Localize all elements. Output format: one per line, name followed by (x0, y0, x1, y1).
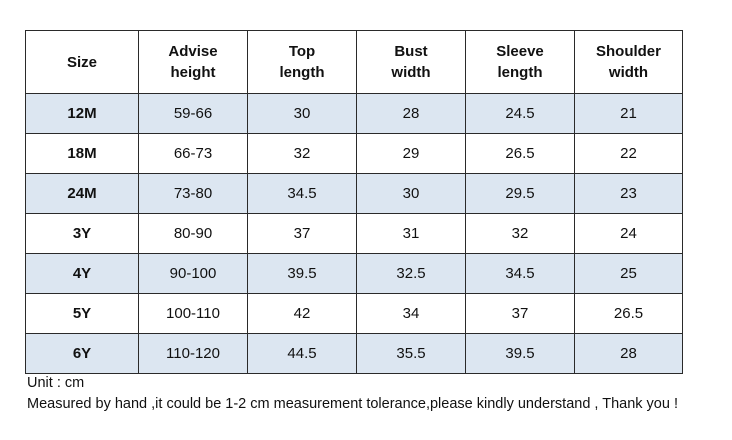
size-table: Size Advise height Top length Bust width Sle… (25, 30, 683, 374)
size-cell: 12M (25, 93, 139, 134)
disclaimer: Measured by hand ,it could be 1-2 cm mea… (27, 396, 678, 412)
value-cell: 21 (574, 93, 683, 134)
header-text: Shoulder width (595, 43, 661, 81)
value-cell: 39.5 (465, 333, 575, 374)
value-cell: 80-90 (138, 213, 248, 254)
value-cell: 44.5 (247, 333, 357, 374)
value-cell: 37 (465, 293, 575, 334)
value-cell: 23 (574, 173, 683, 214)
value-cell: 32 (465, 213, 575, 254)
table-row: 24M 73-80 34.5 30 29.5 23 (25, 173, 683, 214)
header-cell: Bust width (356, 30, 466, 94)
table-row: 12M 59-66 30 28 24.5 21 (25, 93, 683, 134)
size-cell: 24M (25, 173, 139, 214)
size-cell: 3Y (25, 213, 139, 254)
size-cell: 5Y (25, 293, 139, 334)
value-cell: 35.5 (356, 333, 466, 374)
value-cell: 39.5 (247, 253, 357, 294)
size-cell: 6Y (25, 333, 139, 374)
header-text: Size (66, 53, 97, 71)
value-cell: 110-120 (138, 333, 248, 374)
value-cell: 30 (356, 173, 466, 214)
table-body: 12M 59-66 30 28 24.5 21 18M 66-73 32 29 26.5 22 24M 7… (25, 93, 683, 374)
table-row: 5Y 100-110 42 34 37 26.5 (25, 293, 683, 334)
value-cell: 32 (247, 133, 357, 174)
value-cell: 24 (574, 213, 683, 254)
value-cell: 28 (574, 333, 683, 374)
value-cell: 29 (356, 133, 466, 174)
header-text: Sleeve length (496, 43, 544, 81)
header-cell: Advise height (138, 30, 248, 94)
value-cell: 24.5 (465, 93, 575, 134)
value-cell: 73-80 (138, 173, 248, 214)
value-cell: 42 (247, 293, 357, 334)
header-cell: Sleeve length (465, 30, 575, 94)
size-cell: 4Y (25, 253, 139, 294)
header-text: Top length (279, 43, 325, 81)
value-cell: 29.5 (465, 173, 575, 214)
value-cell: 25 (574, 253, 683, 294)
value-cell: 34 (356, 293, 466, 334)
value-cell: 31 (356, 213, 466, 254)
header-text: Advise height (168, 43, 218, 81)
value-cell: 59-66 (138, 93, 248, 134)
value-cell: 28 (356, 93, 466, 134)
header-cell: Top length (247, 30, 357, 94)
value-cell: 90-100 (138, 253, 248, 294)
header-cell: Size (25, 30, 139, 94)
value-cell: 26.5 (574, 293, 683, 334)
unit-note: Unit : cm (27, 375, 85, 391)
table-row: 3Y 80-90 37 31 32 24 (25, 213, 683, 254)
value-cell: 26.5 (465, 133, 575, 174)
header-text: Bust width (391, 43, 431, 81)
value-cell: 34.5 (247, 173, 357, 214)
value-cell: 30 (247, 93, 357, 134)
value-cell: 100-110 (138, 293, 248, 334)
value-cell: 22 (574, 133, 683, 174)
table-row: 4Y 90-100 39.5 32.5 34.5 25 (25, 253, 683, 294)
table-row: 18M 66-73 32 29 26.5 22 (25, 133, 683, 174)
value-cell: 34.5 (465, 253, 575, 294)
value-cell: 37 (247, 213, 357, 254)
table-row: 6Y 110-120 44.5 35.5 39.5 28 (25, 333, 683, 374)
value-cell: 32.5 (356, 253, 466, 294)
header-row: Size Advise height Top length Bust width Sle… (25, 30, 683, 94)
value-cell: 66-73 (138, 133, 248, 174)
size-cell: 18M (25, 133, 139, 174)
header-cell: Shoulder width (574, 30, 683, 94)
